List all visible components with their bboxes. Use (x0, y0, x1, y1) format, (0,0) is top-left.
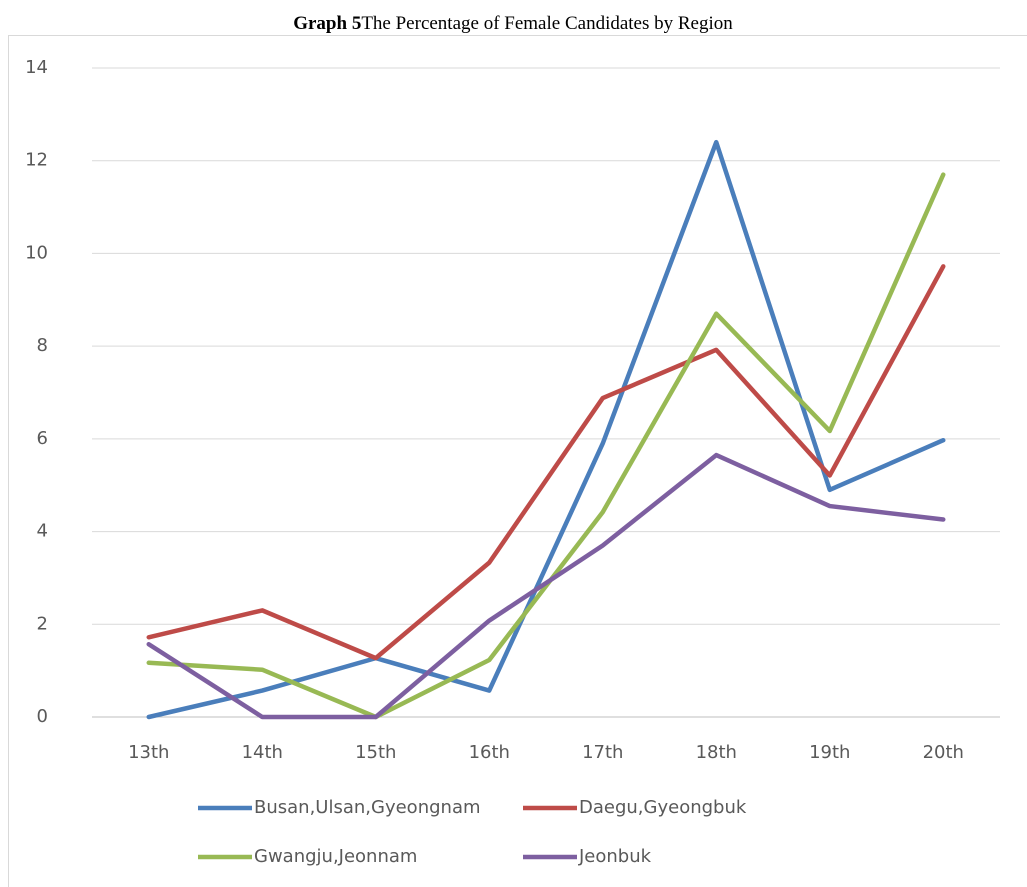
series-line (146, 139, 946, 720)
legend-label: Daegu,Gyeongbuk (579, 797, 747, 818)
series-line (146, 264, 946, 661)
x-tick-label: 14th (242, 742, 283, 763)
y-tick-label: 12 (25, 150, 48, 171)
series-line (146, 172, 946, 720)
legend-label: Jeonbuk (578, 846, 652, 867)
y-tick-label: 10 (25, 242, 48, 263)
x-tick-label: 17th (582, 742, 623, 763)
chart-frame (8, 35, 1027, 887)
title-prefix: Graph 5 (293, 13, 361, 34)
x-tick-label: 20th (923, 742, 964, 763)
legend-label: Gwangju,Jeonnam (254, 846, 417, 867)
y-tick-label: 0 (37, 706, 48, 727)
y-tick-label: 8 (37, 335, 48, 356)
x-tick-label: 13th (128, 742, 169, 763)
chart-title: Graph 5The Percentage of Female Candidat… (293, 13, 733, 34)
x-tick-label: 15th (355, 742, 396, 763)
x-tick-label: 19th (809, 742, 850, 763)
title-text: The Percentage of Female Candidates by R… (361, 13, 733, 34)
x-tick-label: 16th (469, 742, 510, 763)
y-tick-label: 2 (37, 613, 48, 634)
y-tick-label: 14 (25, 57, 48, 78)
y-tick-label: 6 (37, 428, 48, 449)
y-tick-label: 4 (37, 521, 48, 542)
x-tick-label: 18th (696, 742, 737, 763)
series-line (146, 452, 946, 720)
legend-label: Busan,Ulsan,Gyeongnam (254, 797, 481, 818)
